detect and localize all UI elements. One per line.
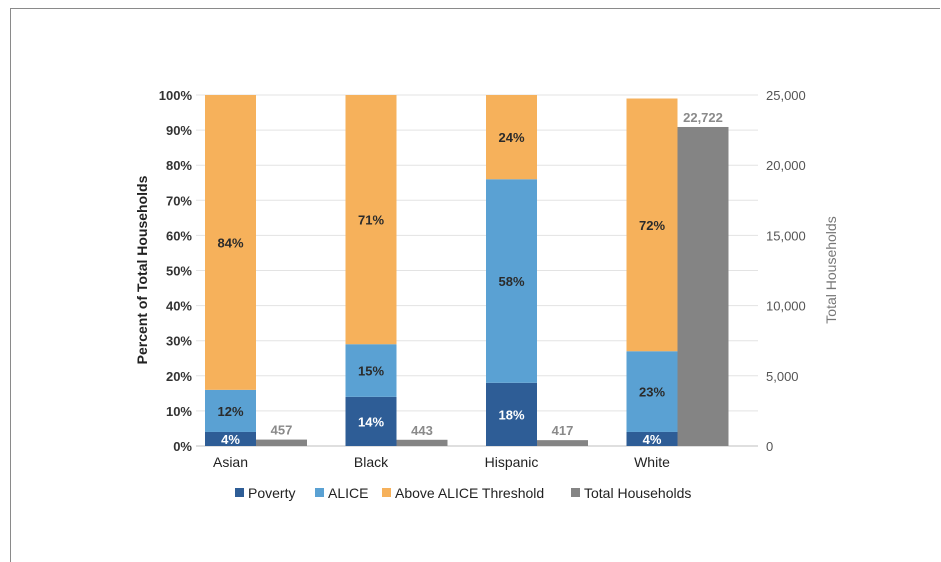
legend-label: Poverty <box>248 485 295 501</box>
y-axis-title: Percent of Total Households <box>134 175 150 364</box>
bar-value-label: 72% <box>639 218 665 233</box>
bar-value-label: 71% <box>358 213 384 228</box>
bars <box>205 95 729 446</box>
y-right-tick-label: 0 <box>766 439 773 454</box>
bar-total-households <box>396 439 448 446</box>
bar-above-alice-threshold <box>486 95 537 180</box>
y-tick-label: 40% <box>166 299 192 314</box>
bar-alice <box>205 389 256 432</box>
bar-value-label: 23% <box>639 385 665 400</box>
y-tick-label: 60% <box>166 228 192 243</box>
bar-total-households <box>537 440 588 446</box>
bar-value-label: 24% <box>498 130 524 145</box>
total-value-label: 457 <box>271 423 293 438</box>
bar-alice <box>345 344 397 397</box>
bar-value-label: 4% <box>221 432 240 447</box>
legend-label: Total Households <box>584 485 691 501</box>
legend-swatch <box>382 488 391 497</box>
bar-value-label: 84% <box>217 235 243 250</box>
bar-poverty <box>626 431 678 446</box>
bar-above-alice-threshold <box>626 98 678 352</box>
legend: Poverty ALICE Above ALICE Threshold Total H… <box>235 485 691 501</box>
y-tick-label: 90% <box>166 123 192 138</box>
legend-swatch <box>235 488 244 497</box>
legend-swatch <box>315 488 324 497</box>
bar-value-label: 12% <box>217 404 243 419</box>
y-right-tick-label: 15,000 <box>766 228 806 243</box>
chart-frame <box>10 8 940 562</box>
total-value-label: 443 <box>411 423 433 438</box>
y-tick-label: 10% <box>166 404 192 419</box>
bar-above-alice-threshold <box>205 95 256 390</box>
y-right-tick-label: 20,000 <box>766 158 806 173</box>
bar-poverty <box>205 431 256 446</box>
bar-value-label: 14% <box>358 414 384 429</box>
bar-alice <box>486 179 537 383</box>
y-axis-right-title: Total Households <box>823 216 839 323</box>
bar-value-label: 58% <box>498 274 524 289</box>
y-tick-label: 50% <box>166 264 192 279</box>
bar-poverty <box>345 396 397 446</box>
total-value-label: 22,722 <box>683 110 723 125</box>
y-tick-label: 70% <box>166 193 192 208</box>
bar-value-label: 15% <box>358 364 384 379</box>
bar-above-alice-threshold <box>345 95 397 345</box>
bar-alice <box>626 351 678 432</box>
y-tick-label: 0% <box>173 439 192 454</box>
bar-total-households <box>256 439 307 446</box>
total-value-label: 417 <box>552 423 574 438</box>
bar-value-label: 18% <box>498 407 524 422</box>
axis-ticks: 0% 10% 20% 30% 40% 50% 60% 70% 80% 90% 100% 0 5,000 1… <box>159 88 806 470</box>
legend-label: ALICE <box>328 485 368 501</box>
bar-poverty <box>486 382 537 446</box>
data-labels: 4% 12% 84% 457 14% 15% 71% 443 18% 58% 24% 417 4% 23%… <box>217 110 722 447</box>
x-tick-label: Hispanic <box>485 454 539 470</box>
x-tick-label: White <box>634 454 670 470</box>
legend-swatch <box>571 488 580 497</box>
x-tick-label: Asian <box>213 454 248 470</box>
y-tick-label: 80% <box>166 158 192 173</box>
bar-value-label: 4% <box>643 432 662 447</box>
bar-total-households <box>677 126 729 446</box>
y-right-tick-label: 5,000 <box>766 369 799 384</box>
y-tick-label: 20% <box>166 369 192 384</box>
y-right-tick-label: 10,000 <box>766 299 806 314</box>
y-right-tick-label: 25,000 <box>766 88 806 103</box>
y-tick-label: 100% <box>159 88 193 103</box>
x-tick-label: Black <box>354 454 389 470</box>
legend-label: Above ALICE Threshold <box>395 485 544 501</box>
y-tick-label: 30% <box>166 334 192 349</box>
